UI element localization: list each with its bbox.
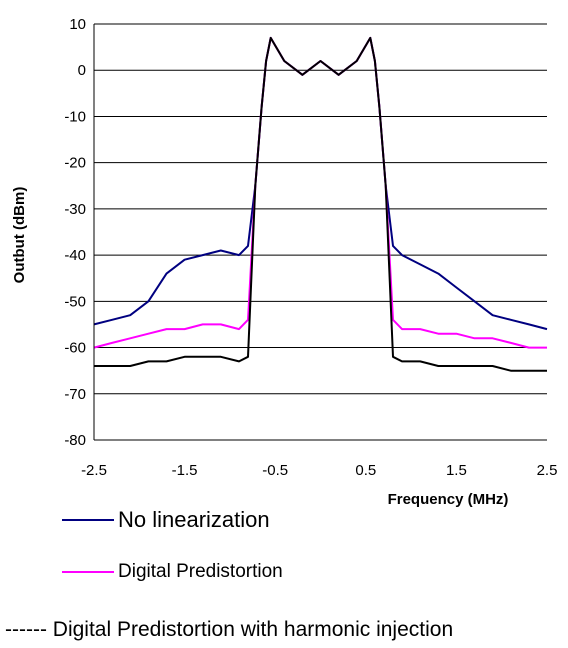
legend-item-no-linearization: No linearization [62,507,270,533]
x-tick-label: -1.5 [172,462,198,479]
y-tick-label: -10 [64,108,86,125]
y-tick-label: -50 [64,293,86,310]
y-tick-label: -30 [64,201,86,218]
x-tick-label: -2.5 [81,462,107,479]
y-tick-label: -20 [64,155,86,172]
legend-swatch-navy [62,519,114,521]
legend-item-harmonic-injection: ------ Digital Predistortion with harmon… [5,618,453,642]
legend-item-digital-predistortion: Digital Predistortion [62,561,283,583]
x-tick-label: 0.5 [355,462,376,479]
legend-swatch-magenta [62,571,114,573]
gridlines [94,23,547,441]
series-line-3 [94,36,547,372]
y-tick-labels: 10 0 -10 -20 -30 -40 -50 -60 -70 -80 [64,16,86,449]
x-tick-label: 2.5 [537,462,558,479]
y-axis-title: Outbut (dBm) [11,187,28,284]
y-tick-label: -40 [64,247,86,264]
y-tick-label: -60 [64,340,86,357]
x-tick-label: -0.5 [262,462,288,479]
series-line-1 [93,36,548,331]
y-tick-label: -80 [64,432,86,449]
x-tick-label: 1.5 [446,462,467,479]
y-tick-label: 10 [69,16,86,33]
y-tick-label: 0 [78,62,86,79]
legend-label-3: ------ Digital Predistortion with harmon… [5,618,454,641]
series-lines [93,36,548,372]
x-axis-title: Frequency (MHz) [388,491,509,508]
y-tick-label: -70 [64,386,86,403]
legend-label-1: No linearization [118,507,270,532]
x-tick-labels: -2.5 -1.5 -0.5 0.5 1.5 2.5 [81,462,557,479]
legend-label-2: Digital Predistortion [118,561,283,582]
